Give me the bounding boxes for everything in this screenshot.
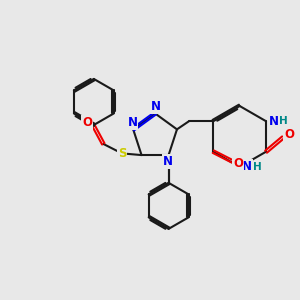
Text: S: S bbox=[118, 147, 126, 160]
Text: N: N bbox=[128, 116, 137, 129]
Text: H: H bbox=[253, 162, 262, 172]
Text: N: N bbox=[163, 155, 173, 168]
Text: N: N bbox=[268, 115, 278, 128]
Text: O: O bbox=[284, 128, 294, 141]
Text: O: O bbox=[82, 116, 92, 129]
Text: O: O bbox=[233, 157, 243, 170]
Text: H: H bbox=[279, 116, 288, 126]
Text: N: N bbox=[242, 160, 252, 173]
Text: N: N bbox=[151, 100, 161, 113]
